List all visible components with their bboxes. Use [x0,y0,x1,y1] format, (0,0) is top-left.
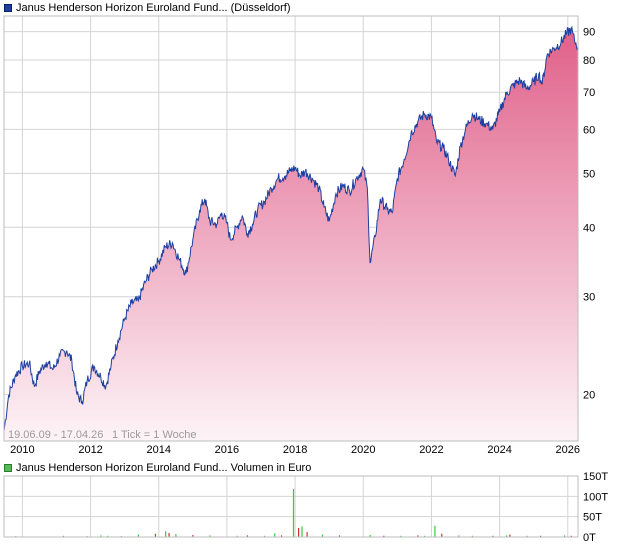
volume-bar [175,534,177,537]
x-tick-label: 2020 [351,444,375,456]
volume-legend-swatch [4,464,12,472]
y-tick-label: 60 [583,124,595,136]
volume-grid [4,476,578,537]
y-tick-label: 80 [583,55,595,67]
volume-bar [400,535,402,537]
volume-bar [100,535,102,537]
volume-bar [441,533,443,537]
y-tick-label: 70 [583,87,595,99]
x-axis-labels: 2010 2012 2014 2016 2018 2020 2022 2024 2026 [10,444,580,456]
price-legend: Janus Henderson Horizon Euroland Fund...… [4,1,291,15]
volume-bar [246,535,249,537]
y-tick-label: 40 [583,222,595,234]
volume-bar [369,534,371,537]
volume-bar [338,535,341,537]
volume-bar [137,534,139,537]
x-tick-label: 2024 [487,444,511,456]
vol-y-tick-label: 100T [583,491,608,503]
price-plot-frame [3,15,579,442]
x-tick-label: 2018 [283,444,307,456]
volume-bar [417,535,419,537]
volume-legend: Janus Henderson Horizon Euroland Fund...… [4,461,311,475]
y-tick-label: 50 [583,168,595,180]
y-tick-label: 90 [583,27,595,39]
vol-y-tick-label: 50T [583,512,602,524]
volume-bar [505,535,508,537]
volume-bar [209,535,211,537]
volume-bar [471,535,474,537]
volume-bar [298,528,300,537]
x-tick-label: 2012 [78,444,102,456]
volume-bar [434,525,436,537]
price-line [3,25,579,432]
volume-bar [492,535,494,537]
volume-bar [458,535,460,537]
price-legend-label: Janus Henderson Horizon Euroland Fund...… [16,2,291,14]
volume-bar [274,533,276,537]
volume-bar [383,535,385,537]
x-tick-label: 2022 [419,444,443,456]
volume-y-axis-labels: 0T 50T 100T 150T [583,471,608,544]
volume-bar [292,489,295,537]
volume-bar [526,535,528,537]
volume-bar [154,533,157,537]
volume-bar [321,534,324,537]
y-tick-label: 30 [583,292,595,304]
y-axis-labels: 20 30 40 50 60 70 80 90 [583,27,595,402]
volume-bar [509,534,511,537]
x-tick-label: 2014 [147,444,171,456]
tick-info-text: 1 Tick = 1 Woche [112,429,196,441]
date-range-text: 19.06.09 - 17.04.26 [8,429,103,441]
volume-bar [168,532,170,537]
volume-bar [424,535,426,537]
vol-y-tick-label: 150T [583,471,608,483]
x-tick-label: 2010 [10,444,34,456]
volume-bar [563,535,566,537]
volume-bar [236,535,238,537]
volume-bar [165,531,167,537]
volume-bar [192,534,194,537]
volume-bar [263,535,266,537]
x-tick-label: 2016 [215,444,239,456]
volume-bar [306,532,308,537]
volume-bar [280,535,283,537]
volume-bar [301,526,303,537]
volume-plot-frame [3,475,579,538]
price-legend-swatch [4,4,12,12]
x-tick-label: 2026 [556,444,580,456]
y-tick-label: 20 [583,390,595,402]
volume-legend-label: Janus Henderson Horizon Euroland Fund...… [16,462,312,474]
volume-bar [570,535,572,537]
vol-y-tick-label: 0T [583,532,596,544]
volume-bar [540,535,542,537]
volume-bar [107,535,109,537]
volume-bar [62,535,65,537]
